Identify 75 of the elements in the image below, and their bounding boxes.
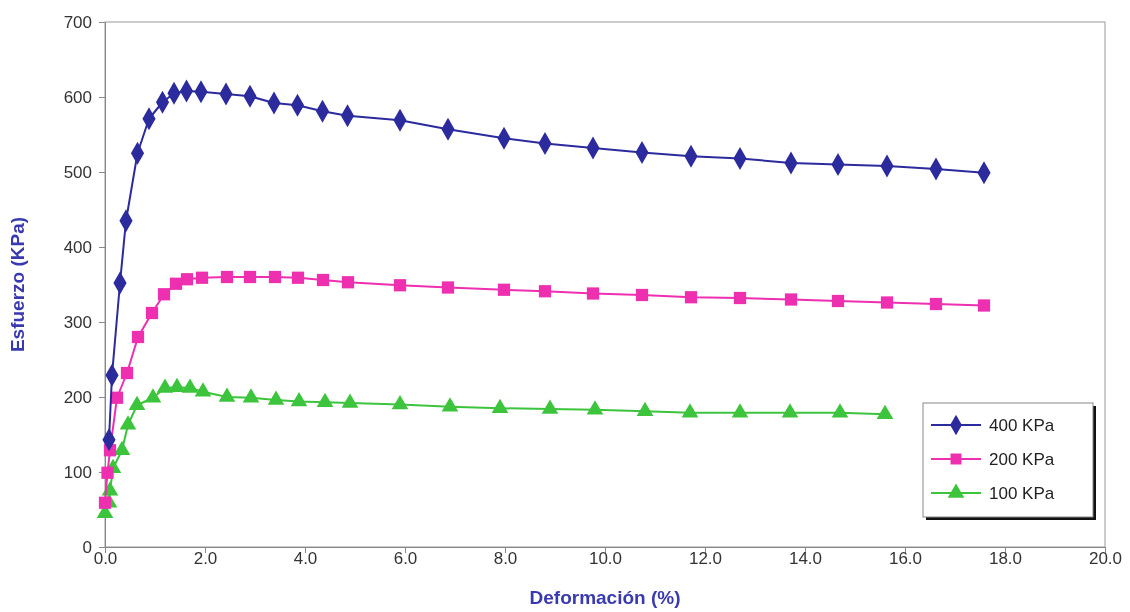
point — [341, 276, 355, 289]
x-tick-label: 0.0 — [93, 549, 118, 568]
y-tick-label: 0 — [82, 537, 92, 557]
point — [636, 401, 654, 417]
point — [101, 466, 114, 479]
point — [977, 299, 991, 312]
point — [144, 388, 162, 403]
x-tick-label: 16.0 — [888, 549, 923, 568]
point — [784, 293, 798, 306]
point — [120, 366, 134, 380]
point — [145, 306, 159, 320]
point — [220, 270, 234, 284]
point — [131, 330, 145, 344]
point — [441, 397, 459, 412]
point — [156, 378, 174, 393]
point — [290, 391, 308, 407]
point — [586, 400, 604, 415]
point — [341, 393, 359, 408]
x-axis-title: Deformación (%) — [529, 587, 681, 608]
point — [541, 399, 559, 414]
point — [180, 273, 194, 286]
y-tick-label: 600 — [63, 87, 92, 107]
x-tick-label: 14.0 — [788, 549, 823, 568]
y-tick-label: 100 — [63, 462, 92, 482]
y-axis-title: Esfuerzo (KPa) — [7, 216, 28, 353]
point — [781, 403, 799, 418]
point — [268, 270, 282, 284]
point — [684, 291, 698, 304]
legend-label: 400 KPa — [989, 416, 1055, 435]
point — [267, 390, 285, 405]
x-tick-label: 12.0 — [688, 549, 723, 568]
point — [291, 271, 305, 284]
point — [586, 287, 600, 300]
y-tick-label: 200 — [63, 387, 92, 407]
x-tick-label: 10.0 — [588, 549, 623, 568]
point — [441, 281, 455, 294]
x-tick-label: 6.0 — [393, 549, 418, 568]
point — [119, 415, 137, 430]
point — [876, 404, 894, 420]
legend-label: 200 KPa — [989, 450, 1055, 469]
point — [635, 288, 649, 302]
point — [195, 271, 209, 284]
point — [218, 387, 236, 402]
point — [181, 378, 199, 393]
point — [393, 279, 407, 292]
x-tick-label: 8.0 — [493, 549, 518, 568]
x-tick-label: 2.0 — [193, 549, 218, 568]
y-tick-label: 500 — [63, 162, 92, 182]
x-tick-label: 20.0 — [1088, 549, 1123, 568]
point — [98, 496, 112, 509]
point — [316, 392, 334, 408]
point — [681, 403, 699, 418]
point — [391, 394, 409, 410]
y-tick-label: 300 — [63, 312, 92, 332]
y-tick-label: 700 — [63, 12, 92, 32]
point — [157, 288, 171, 301]
point — [128, 395, 146, 411]
legend-label: 100 KPa — [989, 484, 1055, 503]
x-tick-label: 4.0 — [293, 549, 318, 568]
point — [243, 270, 257, 284]
x-tick-label: 18.0 — [988, 549, 1023, 568]
point — [733, 291, 747, 305]
point — [242, 388, 260, 403]
point — [538, 285, 552, 298]
point — [731, 403, 749, 418]
point — [880, 296, 894, 309]
point — [194, 382, 212, 397]
point — [316, 273, 330, 287]
point — [831, 403, 849, 418]
point — [491, 398, 509, 414]
point — [169, 277, 183, 290]
point — [497, 283, 511, 296]
y-tick-label: 400 — [63, 237, 92, 257]
point — [929, 297, 943, 311]
point — [831, 294, 845, 308]
